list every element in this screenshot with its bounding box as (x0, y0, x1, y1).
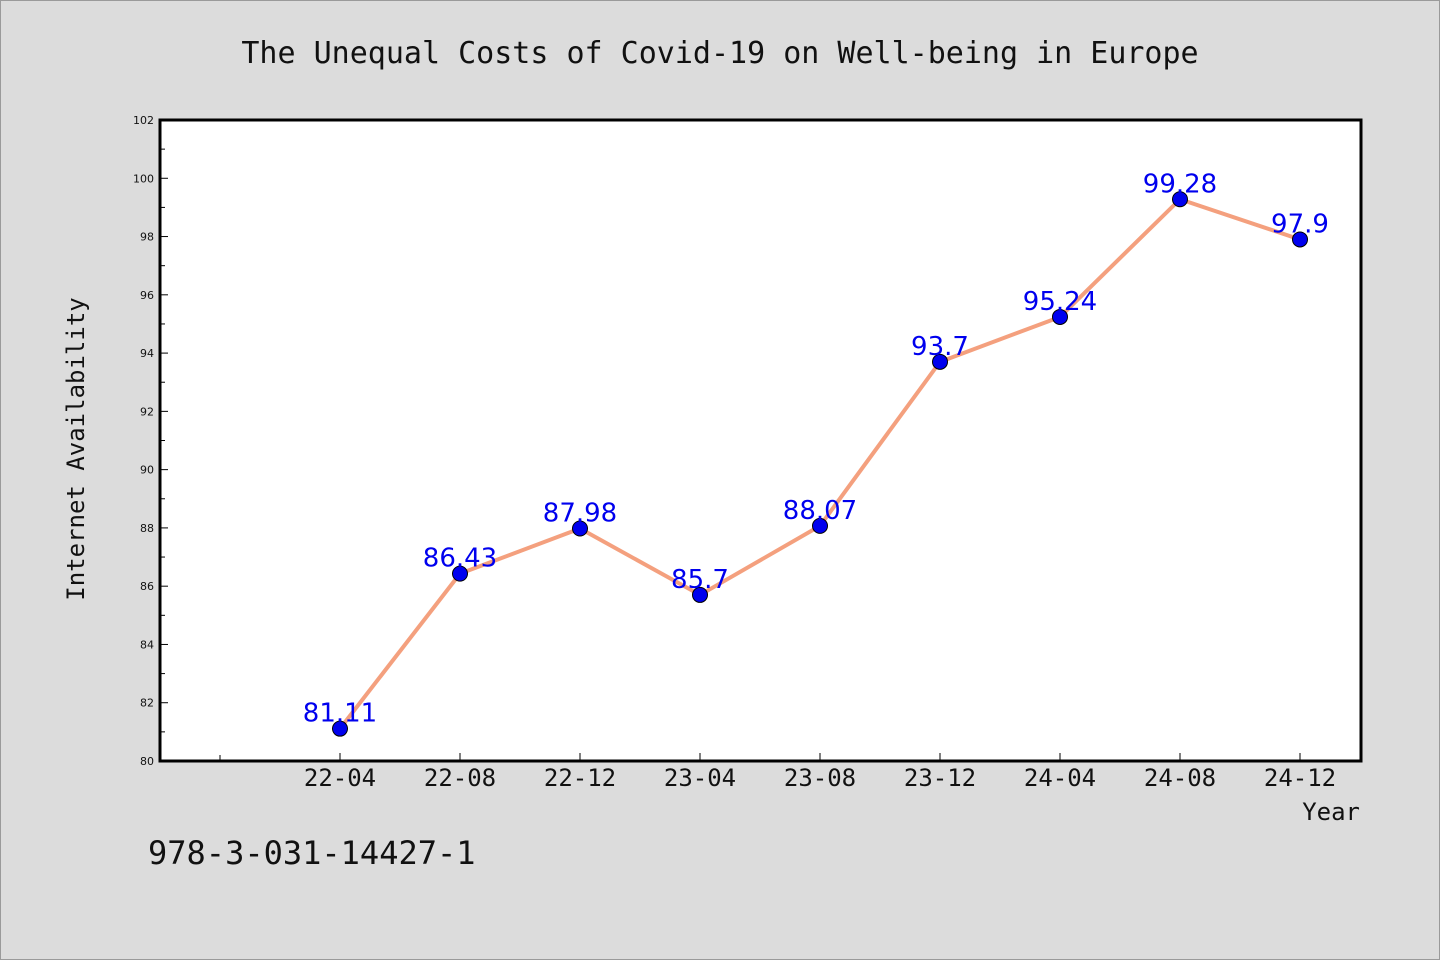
x-tick-label: 22-12 (544, 764, 616, 792)
data-label: 97.9 (1271, 209, 1329, 239)
x-tick-label: 23-04 (664, 764, 736, 792)
data-label: 99.28 (1143, 169, 1217, 199)
series-layer: 81.11 86.43 87.98 85.7 88.07 93.7 95.24 99.28 97… (303, 169, 1329, 737)
data-label: 87.98 (543, 498, 617, 528)
data-point (332, 720, 348, 737)
x-tick-label: 24-04 (1024, 764, 1096, 792)
data-label: 86.43 (423, 544, 497, 574)
data-point (1052, 308, 1068, 325)
x-tick-label: 22-08 (424, 764, 496, 792)
y-tick-label: 92 (140, 405, 154, 418)
y-tick-label: 82 (140, 697, 154, 710)
y-tick-label: 102 (133, 114, 154, 127)
y-tick-label: 98 (140, 231, 154, 244)
plot-border (158, 118, 1363, 763)
data-label: 93.7 (911, 332, 969, 362)
data-point (932, 353, 948, 370)
y-tick-label: 100 (133, 172, 154, 185)
data-label: 88.07 (783, 496, 857, 526)
data-point (572, 520, 588, 537)
plot-area (160, 120, 1361, 761)
data-point (452, 565, 468, 582)
y-axis-label: Internet Availability (62, 297, 90, 600)
footer-isbn: 978-3-031-14427-1 (148, 834, 476, 872)
y-tick-label: 90 (140, 464, 154, 477)
y-tick-label: 94 (140, 347, 154, 360)
chart-title: The Unequal Costs of Covid-19 on Well-be… (241, 36, 1198, 71)
data-label: 81.11 (303, 699, 377, 729)
data-point (1292, 231, 1308, 248)
data-label: 95.24 (1023, 287, 1097, 317)
data-point (1172, 191, 1188, 208)
x-tick-label: 22-04 (304, 764, 376, 792)
y-tick-label: 80 (140, 755, 154, 768)
y-tick-label: 96 (140, 289, 154, 302)
x-tick-label: 23-12 (904, 764, 976, 792)
y-tick-label: 86 (140, 580, 154, 593)
x-tick-label: 24-12 (1264, 764, 1336, 792)
x-tick-label: 24-08 (1144, 764, 1216, 792)
x-tick-label: 23-08 (784, 764, 856, 792)
y-tick-label: 88 (140, 522, 154, 535)
x-axis-label: Year (1302, 798, 1360, 826)
data-point (692, 586, 708, 603)
y-tick-label: 84 (140, 638, 154, 651)
data-label: 85.7 (671, 565, 729, 595)
data-point (812, 517, 828, 534)
x-axis-ticks: 22-04 22-08 22-12 23-04 23-08 23-12 24-04 24-08… (219, 753, 1336, 792)
